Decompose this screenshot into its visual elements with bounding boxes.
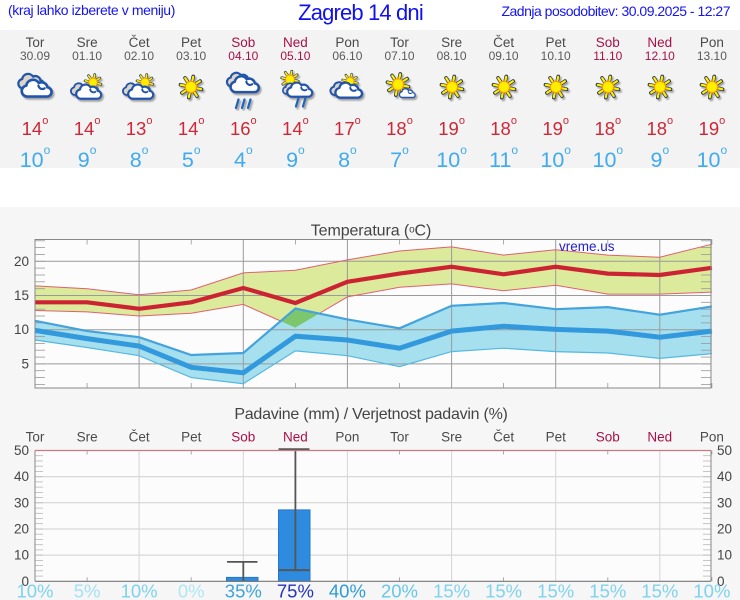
svg-text:5%: 5%	[74, 581, 101, 600]
svg-text:40%: 40%	[329, 581, 366, 600]
svg-text:Čet: Čet	[493, 429, 514, 444]
svg-text:10%: 10%	[16, 581, 53, 600]
svg-text:20: 20	[717, 522, 732, 537]
svg-text:0: 0	[21, 574, 29, 589]
svg-text:Pon: Pon	[335, 429, 359, 444]
svg-text:15: 15	[14, 288, 29, 303]
svg-text:vreme.us: vreme.us	[559, 239, 615, 254]
svg-text:40: 40	[717, 469, 732, 484]
svg-text:75%: 75%	[277, 581, 314, 600]
svg-text:15%: 15%	[485, 581, 522, 600]
svg-text:50: 50	[14, 443, 29, 458]
svg-text:30: 30	[717, 495, 732, 510]
svg-text:Temperatura (oC): Temperatura (oC)	[311, 222, 431, 239]
svg-text:Pet: Pet	[546, 429, 567, 444]
svg-text:5: 5	[21, 356, 29, 371]
svg-text:0%: 0%	[178, 581, 205, 600]
svg-text:15%: 15%	[589, 581, 626, 600]
svg-text:Tor: Tor	[390, 429, 409, 444]
svg-text:10: 10	[14, 548, 29, 563]
svg-text:20: 20	[14, 254, 29, 269]
svg-text:15%: 15%	[641, 581, 678, 600]
svg-text:35%: 35%	[225, 581, 262, 600]
svg-text:10%: 10%	[121, 581, 158, 600]
svg-text:20: 20	[14, 522, 29, 537]
svg-text:0: 0	[717, 574, 725, 589]
svg-text:Sob: Sob	[231, 429, 255, 444]
svg-text:Tor: Tor	[26, 429, 45, 444]
svg-text:10%: 10%	[693, 581, 730, 600]
svg-text:Padavine (mm) / Verjetnost pad: Padavine (mm) / Verjetnost padavin (%)	[234, 406, 507, 423]
svg-text:30: 30	[14, 495, 29, 510]
svg-text:Sob: Sob	[596, 429, 620, 444]
svg-text:50: 50	[717, 443, 732, 458]
svg-text:Čet: Čet	[129, 429, 150, 444]
svg-text:40: 40	[14, 469, 29, 484]
svg-text:10: 10	[717, 548, 732, 563]
svg-text:Pon: Pon	[700, 429, 724, 444]
svg-text:Pet: Pet	[181, 429, 202, 444]
svg-text:Ned: Ned	[283, 429, 308, 444]
svg-text:15%: 15%	[433, 581, 470, 600]
svg-text:Sre: Sre	[441, 429, 462, 444]
svg-text:Sre: Sre	[77, 429, 98, 444]
svg-text:Ned: Ned	[647, 429, 672, 444]
svg-text:20%: 20%	[381, 581, 418, 600]
svg-text:15%: 15%	[537, 581, 574, 600]
svg-text:10: 10	[14, 322, 29, 337]
